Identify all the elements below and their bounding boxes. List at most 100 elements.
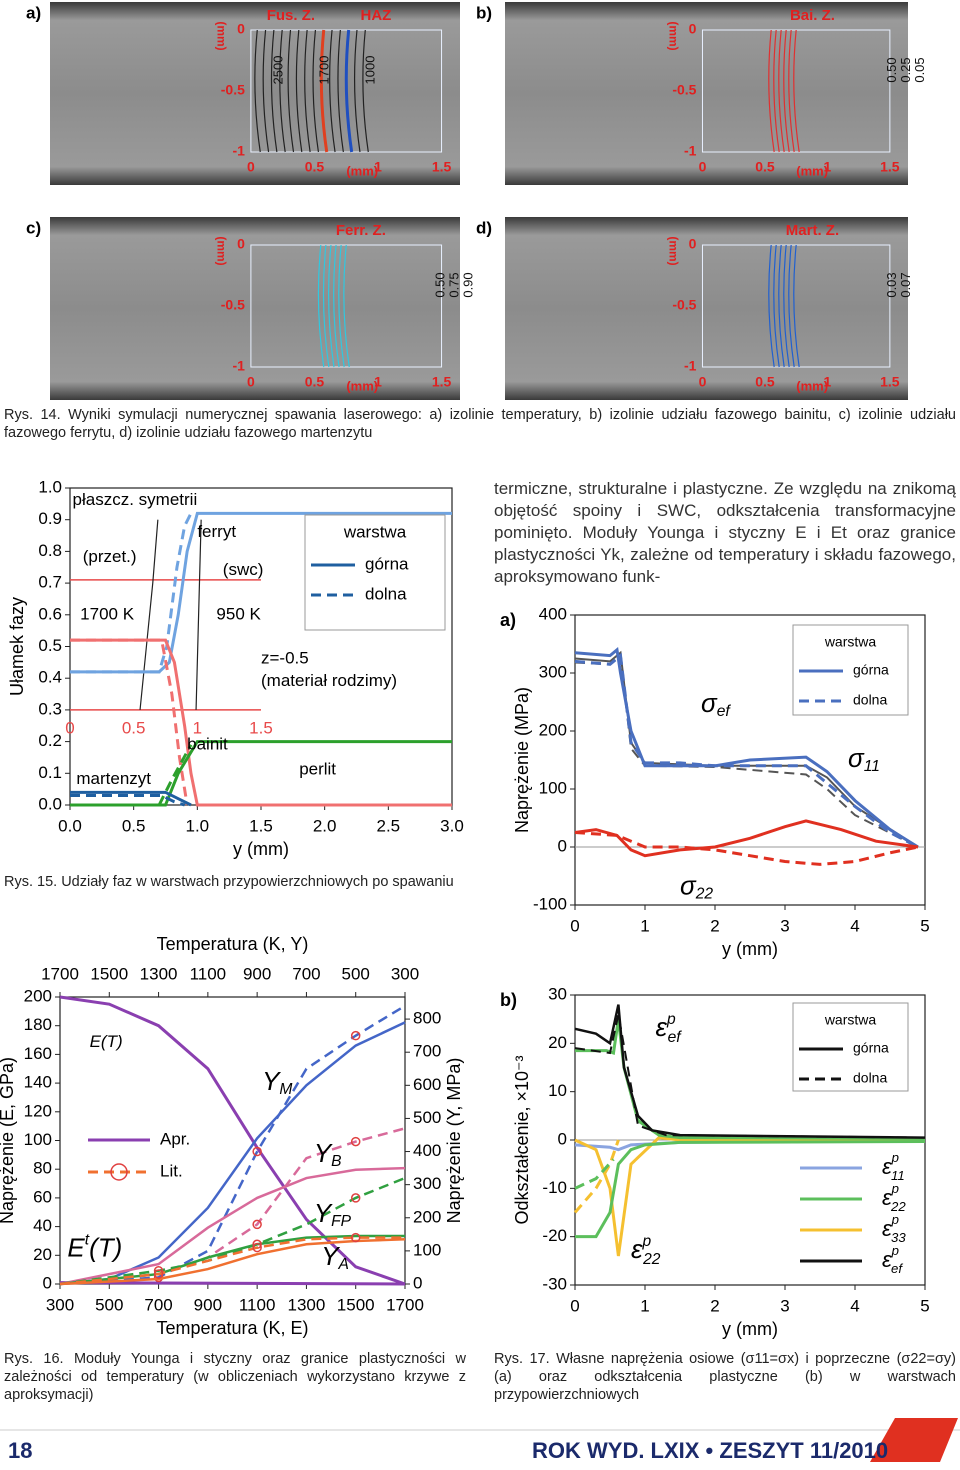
- axis-label: 0: [237, 236, 245, 252]
- inset-tick-label: 1.5: [249, 718, 273, 737]
- y-tick-label: 40: [33, 1216, 52, 1235]
- x2-tick-label: 900: [243, 964, 271, 983]
- label-sup: p: [891, 1150, 899, 1165]
- contour: [783, 29, 790, 153]
- axis-label: -0.5: [221, 82, 245, 98]
- axis-unit: (mm): [215, 236, 229, 265]
- axis-label: -1: [684, 358, 697, 374]
- label-base: σ: [848, 743, 865, 773]
- x-tick-label: 300: [46, 1295, 74, 1314]
- y-axis-label: Naprężenie (E, GPa): [0, 1057, 17, 1224]
- label-sup: p: [641, 1233, 651, 1250]
- zone-title: Mart. Z.: [786, 222, 839, 239]
- x-tick-label: 2.0: [313, 816, 337, 835]
- y-axis-label: Odkształcenie, ×10⁻³: [512, 1055, 532, 1224]
- y2-tick-label: 400: [413, 1141, 441, 1160]
- contour: [317, 244, 325, 368]
- contour: [788, 244, 795, 368]
- x-tick-label: 1500: [337, 1295, 375, 1314]
- contour: [788, 29, 795, 153]
- annotation: εp 11: [882, 1150, 905, 1183]
- series-line: [59, 1236, 405, 1286]
- annotation: (materiał rodzimy): [261, 671, 397, 690]
- series-line: [195, 519, 202, 710]
- annotation: YB: [314, 1138, 342, 1170]
- x-tick-label: 0.0: [58, 816, 82, 835]
- contour: [783, 244, 790, 368]
- y-tick-label: 100: [539, 778, 567, 797]
- contour-label: 1700: [316, 56, 331, 85]
- axis-label: -1: [684, 143, 697, 159]
- axis-unit: (mm): [215, 21, 229, 50]
- axis-label: -0.5: [672, 297, 696, 313]
- annotation: σ22: [680, 870, 713, 902]
- series-line: [574, 1158, 615, 1190]
- series-line: [573, 1139, 620, 1214]
- series-line: [59, 995, 406, 1286]
- label-base: Y: [321, 1241, 340, 1271]
- y-tick-label: 0.5: [38, 636, 62, 655]
- contour: [768, 244, 775, 368]
- contour: [768, 29, 775, 153]
- contour: [287, 29, 295, 153]
- plot-frame: [574, 614, 926, 906]
- axis-unit: (mm): [346, 163, 378, 178]
- y-tick-label: 10: [548, 1081, 567, 1100]
- y-tick-label: 140: [24, 1073, 52, 1092]
- inset-tick-label: 1: [193, 718, 202, 737]
- contour: [295, 29, 303, 153]
- issue: ROK WYD. LXIX • ZESZYT 11/2010: [532, 1438, 889, 1463]
- contour: [254, 29, 261, 153]
- zone-title: Bai. Z.: [790, 7, 835, 24]
- contour: [353, 29, 361, 153]
- y-tick-label: 0: [558, 836, 567, 855]
- contour: [362, 29, 369, 153]
- y2-tick-label: 200: [413, 1207, 441, 1226]
- x2-tick-label: 1100: [190, 964, 227, 983]
- contour-label: 0.90: [460, 272, 475, 297]
- lit-marker: [153, 1269, 164, 1279]
- contour-label: 0.75: [446, 272, 461, 297]
- caption: Rys. 17. Własne naprężenia osiowe (σ11=σ…: [494, 1351, 956, 1403]
- x-tick-label: 900: [194, 1295, 222, 1314]
- panel-label: b): [500, 990, 517, 1010]
- axis-label: 0.5: [305, 159, 325, 175]
- zone-title: Ferr. Z.: [336, 222, 386, 239]
- y-tick-label: 200: [24, 986, 52, 1005]
- annotation: bainit: [187, 734, 228, 753]
- x-tick-label: 5: [920, 1296, 929, 1315]
- axis-label: 0.5: [755, 374, 775, 390]
- contour-label: 0.50: [432, 272, 447, 297]
- legend-label: górna: [365, 554, 409, 573]
- contour: [327, 244, 335, 368]
- y2-tick-label: 700: [413, 1042, 441, 1061]
- x-tick-label: 0: [570, 1296, 579, 1315]
- x-axis-label: y (mm): [722, 1319, 778, 1339]
- y2-tick-label: 600: [413, 1075, 441, 1094]
- x2-tick-label: 300: [391, 964, 419, 983]
- y-axis-label: Ułamek fazy: [7, 597, 27, 696]
- x-tick-label: 2: [710, 916, 719, 935]
- contour: [304, 29, 311, 153]
- x-tick-label: 500: [95, 1295, 123, 1314]
- annotation: Et(T): [67, 1232, 122, 1263]
- x-tick-label: 1700: [386, 1295, 424, 1314]
- x2-tick-label: 1500: [90, 964, 128, 983]
- y-tick-label: 0.1: [38, 763, 62, 782]
- lit-marker: [252, 1219, 262, 1230]
- y-tick-label: 0.4: [38, 668, 62, 687]
- lit-marker: [252, 1242, 262, 1253]
- label-base: σ: [701, 688, 718, 718]
- caption: Rys. 14. Wyniki symulacji numerycznej sp…: [4, 407, 956, 441]
- x-tick-label: 3: [780, 1296, 789, 1315]
- series-line: [574, 1136, 925, 1257]
- series-line: [574, 652, 919, 849]
- zone-title: HAZ: [360, 7, 391, 24]
- annotation: εp 22: [882, 1181, 906, 1214]
- label-sub: 33: [891, 1230, 906, 1245]
- legend-title: warstwa: [824, 634, 877, 650]
- series-line: [157, 744, 193, 806]
- x2-tick-label: 1700: [41, 964, 79, 983]
- y2-tick-label: 300: [413, 1174, 441, 1193]
